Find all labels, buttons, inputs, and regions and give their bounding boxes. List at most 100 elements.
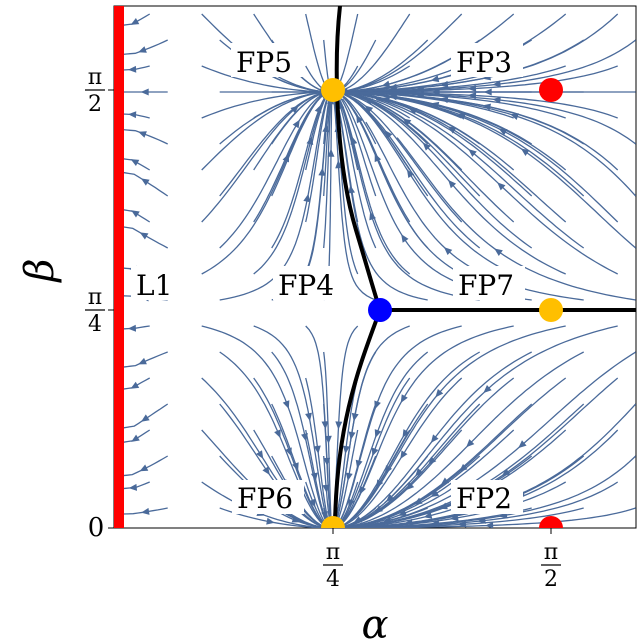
streamline-arrow xyxy=(439,502,448,510)
y-tick-den: 4 xyxy=(88,312,102,337)
streamline-arrow xyxy=(303,193,311,203)
streamline-arrow xyxy=(374,505,384,514)
streamline-arrow xyxy=(359,486,367,495)
streamline-arrow xyxy=(520,148,530,157)
streamline-arrow xyxy=(510,113,519,120)
label-bg xyxy=(231,43,303,77)
streamline-arrow xyxy=(138,357,147,365)
streamline-arrow xyxy=(130,159,140,167)
streamline-arrow xyxy=(266,517,275,525)
streamline-arrow xyxy=(401,234,409,243)
streamline-arrow xyxy=(382,516,392,524)
streamline-arrow xyxy=(402,429,410,438)
streamline-arrow xyxy=(139,232,149,240)
streamline-arrow xyxy=(374,153,382,163)
streamline-arrow xyxy=(274,429,281,439)
streamline-arrow xyxy=(130,381,140,389)
streamline-arrow xyxy=(466,439,475,448)
streamline-arrow xyxy=(492,80,501,88)
y-tick-num: π xyxy=(88,65,102,90)
streamline-arrow xyxy=(494,248,503,257)
streamline-arrow xyxy=(477,516,486,524)
streamline-arrow xyxy=(348,431,356,440)
streamline-arrow xyxy=(422,142,431,151)
streamline-arrow xyxy=(310,472,318,481)
streamline-arrow xyxy=(327,148,335,157)
separatrix-lower xyxy=(333,309,382,528)
streamline-arrow xyxy=(324,435,332,444)
streamline-arrow xyxy=(128,65,137,73)
y-tick-num: π xyxy=(88,285,102,310)
streamline-arrow xyxy=(386,493,395,502)
streamline-arrow xyxy=(305,412,312,422)
streamline-arrow xyxy=(141,414,150,422)
streamline-arrow xyxy=(256,450,264,459)
streamline-arrow xyxy=(492,96,501,104)
streamline-arrow xyxy=(141,507,150,515)
y-tick-den: 2 xyxy=(88,92,102,117)
streamline-arrow xyxy=(459,463,468,472)
streamline-arrow xyxy=(282,400,290,409)
streamline-arrow xyxy=(130,17,140,25)
streamline-arrow xyxy=(306,136,314,146)
streamline-arrow xyxy=(400,394,408,403)
fixed-point-labels: FP5 FP3 FP4 FP7 L1 FP6 FP2 xyxy=(131,43,525,515)
streamline-arrow xyxy=(131,434,140,442)
separatrices xyxy=(333,6,636,528)
streamline-arrow xyxy=(423,511,433,519)
streamline-arrow xyxy=(348,498,355,508)
streamline-arrow xyxy=(313,445,321,454)
label-bg xyxy=(453,266,525,300)
y-axis-title: β xyxy=(17,258,63,283)
streamline-arrow xyxy=(483,385,492,394)
streamline-arrow xyxy=(374,429,382,438)
streamline-arrow xyxy=(323,457,331,466)
label-fp2: FP2 xyxy=(456,482,512,515)
x-tick-num: π xyxy=(544,540,558,565)
x-axis-title: α xyxy=(361,602,388,642)
streamline-arrow xyxy=(282,153,289,163)
streamline-arrow xyxy=(140,88,149,96)
streamline-arrow xyxy=(468,149,477,157)
streamline-arrow xyxy=(430,434,439,443)
streamline-arrow xyxy=(321,511,328,520)
y-axis: 0 π 4 π 2 β xyxy=(17,65,114,543)
streamline-arrow xyxy=(335,421,343,430)
x-tick-den: 2 xyxy=(544,567,558,592)
streamline-arrow xyxy=(262,466,270,476)
streamline-arrow xyxy=(348,185,356,194)
streamline-arrow xyxy=(364,105,374,114)
fixed-points xyxy=(321,78,563,528)
streamline-arrow xyxy=(342,445,350,454)
x-axis: π 4 π 2 α xyxy=(323,528,561,642)
streamline-arrow xyxy=(127,324,137,332)
streamline-arrow xyxy=(369,211,376,221)
fixed-point-fp3 xyxy=(539,78,563,102)
streamline-arrow xyxy=(138,46,147,53)
streamline-arrow xyxy=(483,88,492,96)
label-l1: L1 xyxy=(136,269,172,302)
streamline-arrow xyxy=(385,465,393,474)
streamline-arrow xyxy=(431,519,440,527)
streamline-arrow xyxy=(353,516,363,524)
streamline-arrow xyxy=(518,440,527,449)
streamline-arrow xyxy=(497,182,506,191)
streamline-arrow xyxy=(448,179,457,189)
label-bg xyxy=(451,480,523,514)
streamline-arrow xyxy=(322,484,330,493)
label-fp5: FP5 xyxy=(236,46,292,79)
label-fp6: FP6 xyxy=(237,482,293,515)
label-fp3: FP3 xyxy=(456,46,512,79)
streamline-arrow xyxy=(290,105,299,114)
line-l1 xyxy=(114,6,124,528)
label-bg xyxy=(131,266,175,300)
fixed-point-fp7 xyxy=(539,298,563,322)
streamline-arrow xyxy=(404,518,413,526)
streamline-arrow xyxy=(400,450,408,459)
streamline-arrow xyxy=(450,514,459,522)
streamline-arrow xyxy=(292,119,300,129)
streamline-arrow xyxy=(402,118,412,126)
label-fp4: FP4 xyxy=(278,269,334,302)
streamline-arrow xyxy=(376,479,384,488)
